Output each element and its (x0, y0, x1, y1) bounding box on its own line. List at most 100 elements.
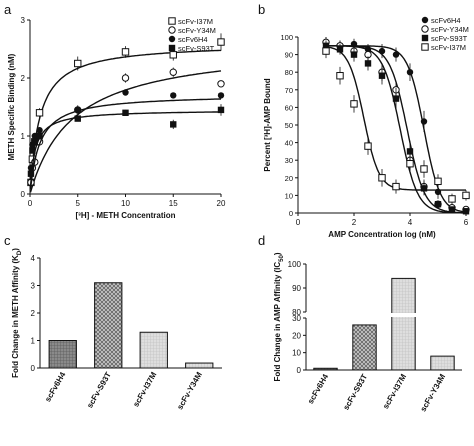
legend-label-scfv-i37m: scFv-I37M (431, 43, 466, 52)
legend-marker-scfv6h4 (421, 16, 429, 24)
data-point-scfv-i37m (462, 191, 470, 200)
y-tick-label: 30 (285, 156, 293, 165)
data-point-scfv6h4 (122, 89, 129, 96)
panel-letter-d: d (258, 233, 265, 248)
data-point-scfv-i37m (169, 51, 177, 59)
bar-scfv-y34m (185, 362, 214, 369)
data-point-scfv-i37m (350, 100, 358, 108)
bar-break-gap (390, 313, 417, 317)
data-point-scfv-s93t (36, 132, 43, 140)
data-point-scfv-s93t (122, 109, 129, 116)
y-tick-label: 50 (285, 121, 293, 130)
y-tick-label: 2 (21, 74, 26, 83)
x-tick-label-scfv6h4: scFv6H4 (306, 372, 331, 405)
y-tick-label: 1 (31, 337, 36, 346)
y-tick-label: 10 (285, 191, 293, 200)
fit-curve-scfv6h4 (29, 98, 221, 190)
x-tick-label: 15 (169, 199, 178, 208)
legend-label-scfv-y34m: scFv-Y34M (431, 25, 469, 34)
y-tick-label: 70 (285, 86, 293, 95)
y-tick-label: 20 (285, 174, 293, 183)
data-point-scfv-i37m (336, 72, 344, 80)
data-point-scfv-s93t (350, 51, 358, 58)
legend-marker-scfv-y34m (421, 25, 429, 33)
y-axis-label: Fold Change in METH Affinity (KD) (11, 248, 23, 378)
y-tick-label: 0 (297, 366, 302, 375)
y-axis-label: Percent [³H]-AMP Bound (263, 78, 272, 171)
legend-marker-scfv6h4 (168, 35, 176, 43)
data-point-scfv-s93t (27, 170, 35, 177)
bar-scfv6h4 (313, 367, 338, 371)
data-point-scfv-i37m (322, 47, 330, 55)
legend-label-scfv-i37m: scFv-I37M (178, 17, 213, 26)
y-tick-label: 20 (292, 331, 301, 340)
y-tick-label: 4 (31, 254, 36, 263)
fit-curve-scfv-y34m (29, 70, 222, 193)
data-point-scfv-s93t (31, 138, 38, 145)
bar-scfv-i37m (391, 277, 416, 371)
data-point-scfv6h4 (406, 69, 414, 76)
y-tick-label: 40 (285, 139, 293, 148)
data-point-scfv-s93t (392, 95, 400, 102)
bar-scfv-s93t (352, 324, 377, 371)
data-point-scfv6h4 (420, 118, 428, 125)
x-tick-label-scfv-s93t: scFv-S93T (85, 370, 113, 409)
y-tick-label: 3 (31, 282, 36, 291)
data-point-scfv-i37m (448, 195, 456, 203)
y-axis-label: Fold Change in AMP Affinity (IC50) (273, 252, 285, 381)
data-point-scfv6h4 (392, 51, 400, 58)
data-point-scfv-s93t (336, 46, 344, 53)
data-point-scfv-i37m (406, 160, 414, 168)
data-point-scfv-i37m (420, 165, 428, 173)
panel-letter-c: c (4, 233, 11, 248)
y-tick-label: 0 (289, 209, 293, 218)
y-tick-label: 100 (288, 260, 302, 269)
legend-label-scfv6h4: scFv6H4 (178, 35, 208, 44)
data-point-scfv-y34m (121, 74, 130, 82)
y-tick-label: 30 (292, 314, 301, 323)
x-tick-label: 0 (296, 218, 301, 227)
x-axis-label: [³H] - METH Concentration (76, 211, 176, 220)
x-tick-label: 10 (121, 199, 130, 208)
y-tick-label: 90 (285, 51, 293, 60)
y-tick-label: 0 (31, 364, 36, 373)
legend-label-scfv-s93t: scFv-S93T (178, 44, 215, 53)
panel-a-binding-chart: 0 5 10 15 20 0 1 2 3 [³H] - METH Concentration MET… (7, 16, 226, 220)
y-tick-label: 1 (21, 132, 26, 141)
y-axis-label-text: Fold Change in METH Affinity (K (11, 255, 20, 378)
data-point-scfv-i37m (364, 142, 372, 150)
data-point-scfv-y34m (217, 80, 225, 88)
legend-label-scfv6h4: scFv6H4 (431, 16, 461, 25)
x-axis-label: AMP Concentration log (nM) (328, 230, 436, 239)
data-point-scfv-i37m (217, 38, 225, 46)
data-point-scfv-s93t (448, 206, 456, 213)
y-axis-label-end: ) (273, 252, 282, 255)
y-tick-label: 80 (285, 68, 293, 77)
x-tick-label-scfv-y34m: scFv-Y34M (175, 370, 204, 411)
y-tick-label: 10 (292, 349, 301, 358)
y-axis-label-subscript: D (17, 250, 23, 255)
data-point-scfv-i37m (378, 174, 386, 182)
data-point-scfv6h4 (170, 92, 177, 99)
x-tick-label: 6 (464, 218, 469, 227)
x-tick-label-scfv6h4: scFv6H4 (43, 370, 68, 403)
y-axis-label-end: ) (11, 248, 20, 251)
legend-marker-scfv-s93t (168, 44, 176, 52)
data-point-scfv-i37m (35, 109, 44, 117)
x-tick-label: 5 (76, 199, 81, 208)
legend-marker-scfv-i37m (168, 17, 176, 25)
data-point-scfv-s93t (364, 60, 372, 67)
data-point-scfv6h4 (36, 127, 43, 134)
y-tick-label: 80 (292, 308, 301, 317)
data-point-scfv6h4 (217, 92, 225, 99)
y-axis-label-subscript: 50 (279, 254, 285, 261)
legend-marker-scfv-y34m (168, 26, 176, 34)
data-point-scfv-i37m (434, 177, 442, 186)
data-point-scfv-y34m (169, 68, 177, 76)
data-point-scfv-i37m (74, 59, 82, 68)
data-point-scfv-s93t (462, 208, 470, 215)
data-point-scfv-s93t (217, 106, 225, 114)
